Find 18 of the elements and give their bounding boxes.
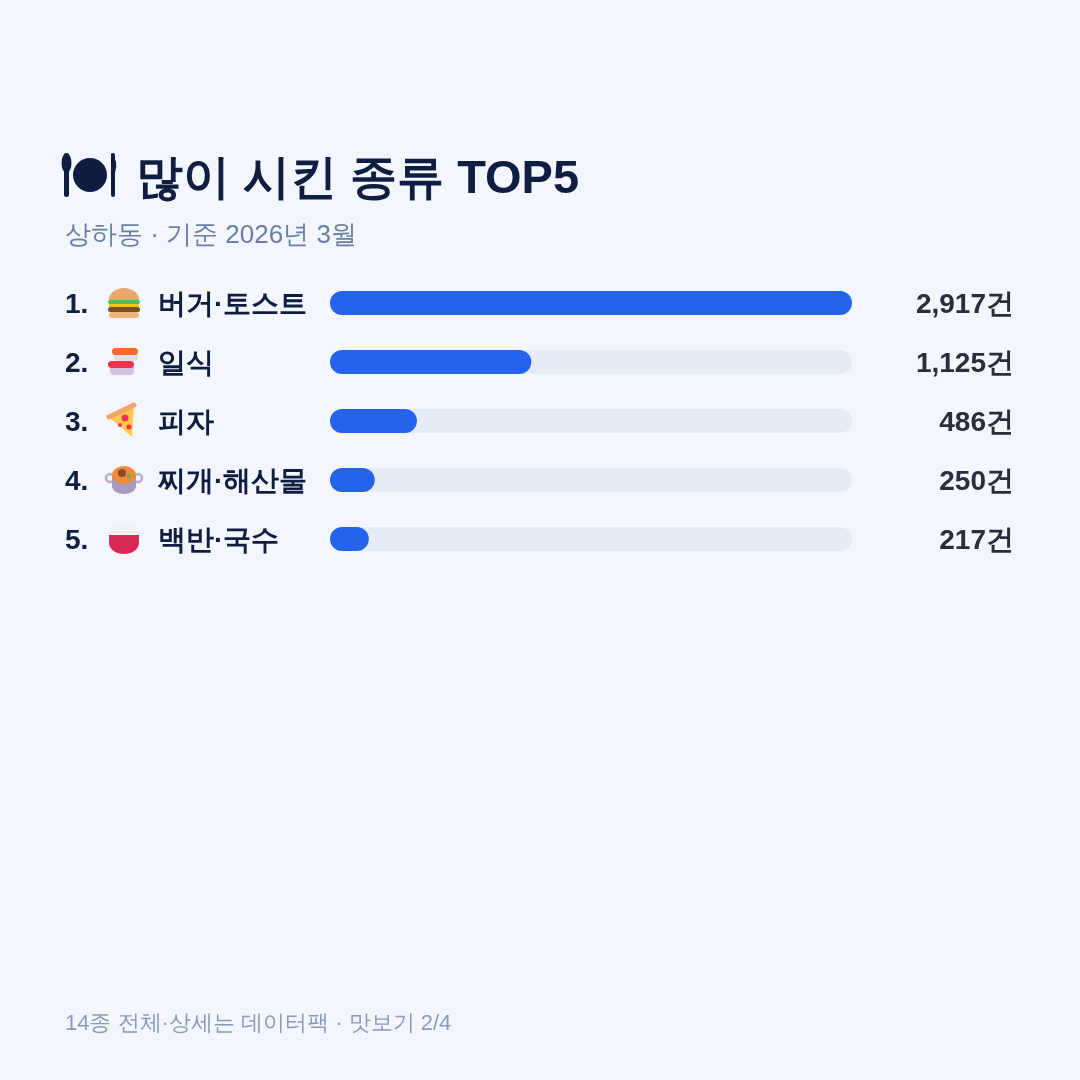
value-label: 1,125건 <box>915 347 1014 378</box>
title: 많이 시킨 종류 TOP5 <box>136 150 580 203</box>
category-rank: 5. <box>65 524 89 555</box>
category-rank: 2. <box>65 347 89 378</box>
annotation: 14종 전체·상세는 데이터팩 · 맛보기 2/4 <box>65 1010 452 1035</box>
category: 버거·토스트 <box>158 288 308 319</box>
value-label: 217건 <box>939 524 1014 555</box>
value-label: 2,917건 <box>915 288 1014 319</box>
category: 피자 <box>158 406 214 437</box>
category: 백반·국수 <box>158 524 280 555</box>
category-rank: 1. <box>65 288 89 319</box>
category-rank: 4. <box>65 465 89 496</box>
value-label: 486건 <box>939 406 1014 437</box>
category: 찌개·해산물 <box>158 465 308 496</box>
subtitle: 상하동 · 기준 2026년 3월 <box>65 219 357 249</box>
value-label: 250건 <box>939 465 1014 496</box>
category-rank: 3. <box>65 406 89 437</box>
category: 일식 <box>158 347 214 378</box>
